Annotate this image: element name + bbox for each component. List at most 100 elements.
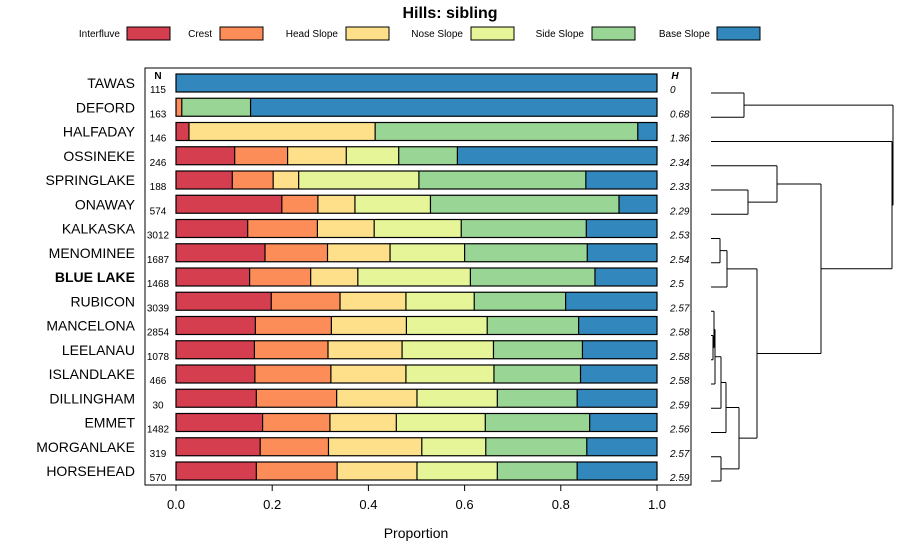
- bar-segment-side-slope: [398, 146, 458, 165]
- bar-segment-interfluve: [176, 437, 261, 456]
- bar-segment-head-slope: [188, 122, 376, 141]
- bar-segment-crest: [247, 219, 318, 238]
- bar-outline: [175, 291, 658, 311]
- legend-label-head-slope: Head Slope: [286, 29, 339, 40]
- row-n-value: 3039: [147, 303, 170, 314]
- bar-segment-crest: [249, 268, 311, 286]
- bar-segment-nose-slope: [374, 219, 462, 238]
- row-leelanau: LEELANAU 1078 2.58: [62, 340, 690, 363]
- bar-segment-side-slope: [497, 389, 578, 408]
- row-mancelona: MANCELONA 2854 2.58: [46, 315, 690, 339]
- bar-segment-side-slope: [493, 365, 581, 383]
- row-horsehead: HORSEHEAD 570 2.59: [46, 461, 690, 484]
- row-h-value: 2.57: [669, 449, 690, 460]
- bar-segment-head-slope: [287, 146, 347, 165]
- bar-segment-nose-slope: [354, 195, 431, 214]
- row-morganlake: MORGANLAKE 319 2.57: [36, 437, 690, 460]
- bar-segment-interfluve: [176, 316, 256, 335]
- row-label: DEFORD: [76, 99, 135, 115]
- row-springlake: SPRINGLAKE 188 2.33: [46, 170, 690, 193]
- bar-segment-nose-slope: [346, 146, 399, 165]
- bar-segment-interfluve: [176, 292, 272, 311]
- legend-label-nose-slope: Nose Slope: [411, 29, 463, 40]
- row-n-value: 115: [150, 85, 166, 96]
- bar-segment-base-slope: [589, 413, 657, 432]
- bar-segment-interfluve: [176, 243, 265, 262]
- bar-segment-nose-slope: [406, 316, 488, 335]
- row-n-value: 2854: [147, 328, 170, 339]
- bar-segment-nose-slope: [402, 340, 494, 359]
- row-h-value: 2.54: [669, 255, 690, 266]
- bar-outline: [175, 121, 658, 142]
- bar-segment-base-slope: [577, 389, 657, 408]
- row-kalkaska: KALKASKA 3012 2.53: [62, 218, 690, 242]
- bar-outline: [175, 194, 658, 214]
- x-axis-title: Proportion: [384, 525, 449, 541]
- bar-segment-crest: [254, 365, 331, 383]
- bar-segment-interfluve: [176, 365, 255, 383]
- row-h-value: 2.59: [669, 473, 690, 484]
- x-tick-label: 0.0: [167, 497, 185, 512]
- bar-segment-nose-slope: [416, 389, 498, 408]
- row-h-value: 2.33: [669, 182, 690, 193]
- dendrogram: [711, 92, 894, 482]
- bar-segment-head-slope: [317, 195, 355, 214]
- bar-segment-crest: [232, 171, 274, 189]
- bar-segment-base-slope: [586, 437, 657, 456]
- row-n-value: 1078: [147, 352, 170, 363]
- bar-segment-base-slope: [580, 365, 657, 383]
- row-label: OSSINEKE: [63, 148, 135, 164]
- bar-outline: [175, 243, 658, 263]
- bar-segment-head-slope: [329, 413, 397, 432]
- row-h-value: 2.58: [669, 352, 690, 363]
- bar-segment-base-slope: [637, 122, 657, 141]
- row-h-value: 2.57: [669, 303, 690, 314]
- bar-segment-head-slope: [327, 340, 403, 359]
- row-label: BLUE LAKE: [55, 269, 135, 285]
- bar-outline: [175, 461, 658, 481]
- x-tick-label: 1.0: [648, 497, 666, 512]
- bar-segment-base-slope: [619, 195, 657, 214]
- bar-outline: [175, 412, 658, 433]
- bar-segment-nose-slope: [396, 413, 486, 432]
- row-menominee: MENOMINEE 1687 2.54: [49, 243, 690, 266]
- bar-segment-crest: [260, 437, 329, 456]
- row-label: ISLANDLAKE: [49, 366, 135, 382]
- bar-segment-base-slope: [594, 268, 657, 286]
- row-tawas: TAWAS 115 0: [87, 73, 676, 96]
- row-h-value: 1.36: [670, 134, 690, 145]
- bar-segment-crest: [281, 195, 318, 214]
- row-n-value: 188: [150, 182, 167, 193]
- row-blue-lake: BLUE LAKE 1468 2.5: [55, 267, 684, 290]
- bar-segment-nose-slope: [357, 268, 471, 286]
- row-n-value: 1482: [147, 425, 170, 436]
- row-n-value: 1468: [147, 279, 170, 290]
- bar-segment-head-slope: [340, 292, 406, 311]
- bar-segment-interfluve: [176, 122, 189, 141]
- row-label: EMMET: [84, 415, 135, 431]
- row-label: SPRINGLAKE: [46, 172, 135, 188]
- bar-segment-nose-slope: [416, 462, 498, 480]
- bar-segment-side-slope: [474, 292, 566, 311]
- row-h-value: 2.34: [669, 158, 690, 169]
- row-onaway: ONAWAY 574 2.29: [75, 194, 690, 217]
- bar-segment-crest: [256, 462, 338, 480]
- row-label: HORSEHEAD: [46, 463, 135, 479]
- h-column-header: H: [671, 71, 679, 82]
- legend-label-crest: Crest: [188, 29, 212, 40]
- row-label: ONAWAY: [75, 196, 136, 212]
- bar-segment-side-slope: [430, 195, 620, 214]
- bar-segment-crest: [254, 340, 328, 359]
- row-label: HALFADAY: [63, 124, 136, 140]
- bar-segment-side-slope: [418, 171, 586, 189]
- bar-outline: [175, 388, 658, 408]
- bar-segment-crest: [255, 316, 332, 335]
- row-label: DILLINGHAM: [49, 390, 135, 406]
- bar-segment-side-slope: [464, 243, 588, 262]
- row-n-value: 3012: [147, 231, 170, 242]
- bar-segment-interfluve: [176, 171, 233, 189]
- bar-segment-head-slope: [273, 171, 299, 189]
- bar-segment-side-slope: [375, 122, 638, 141]
- n-column-header: N: [154, 71, 161, 82]
